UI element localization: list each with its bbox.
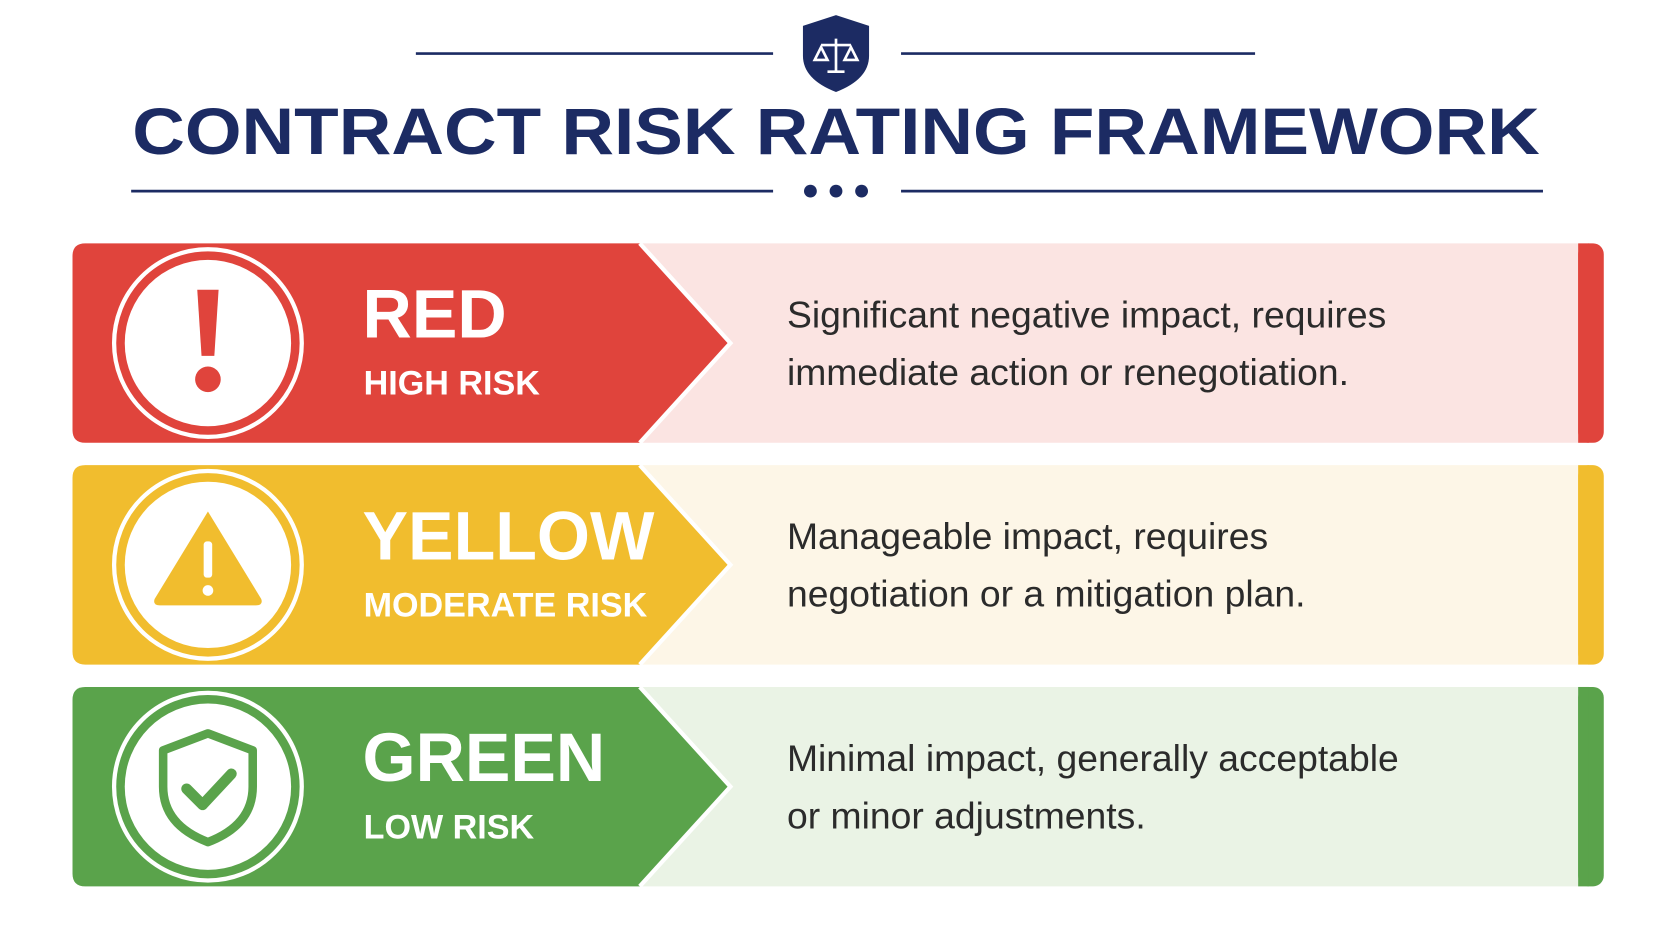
accent-strip-edge	[1578, 243, 1589, 443]
icon-ring	[111, 247, 304, 440]
description-panel	[597, 686, 1604, 887]
dot	[855, 184, 868, 198]
level-label: RED	[363, 277, 507, 353]
accent-strip-edge	[1578, 465, 1589, 665]
dot	[804, 184, 817, 198]
risk-label: LOW RISK	[364, 808, 535, 846]
title: CONTRACT RISK RATING FRAMEWORK	[132, 95, 1540, 169]
icon-ring	[111, 468, 304, 661]
risk-row: GREEN LOW RISK Minimal impact, generally a…	[72, 685, 1604, 888]
description-line: or minor adjustments.	[787, 795, 1146, 837]
warning-dot	[202, 585, 214, 596]
description-line: negotiation or a mitigation plan.	[787, 573, 1306, 615]
banner-edge	[638, 241, 734, 445]
description-panel	[597, 243, 1604, 443]
rows: RED HIGH RISK Significant negative impact,…	[72, 241, 1604, 888]
description-panel	[597, 465, 1604, 665]
check-icon	[181, 768, 237, 811]
accent-strip-edge	[1578, 686, 1589, 887]
risk-row: YELLOW MODERATE RISK Manageable impact, re…	[72, 463, 1604, 667]
banner-edge	[638, 463, 734, 667]
warning-mark	[203, 541, 213, 578]
icon-ring	[111, 690, 304, 883]
level-label: GREEN	[363, 720, 606, 796]
dot	[829, 184, 843, 198]
risk-label: HIGH RISK	[364, 365, 541, 403]
risk-row: RED HIGH RISK Significant negative impact,…	[72, 241, 1604, 445]
shield-emblem	[802, 15, 870, 92]
description-line: Manageable impact, requires	[787, 515, 1268, 557]
shield-icon	[158, 729, 257, 847]
risk-label: MODERATE RISK	[364, 587, 648, 625]
exclamation-dot	[195, 366, 221, 393]
exclamation-icon	[197, 289, 219, 356]
banner-edge	[638, 685, 734, 888]
description-line: Minimal impact, generally acceptable	[787, 737, 1399, 779]
description-line: immediate action or renegotiation.	[787, 351, 1349, 393]
description-line: Significant negative impact, requires	[787, 293, 1386, 335]
level-label: YELLOW	[363, 498, 655, 574]
